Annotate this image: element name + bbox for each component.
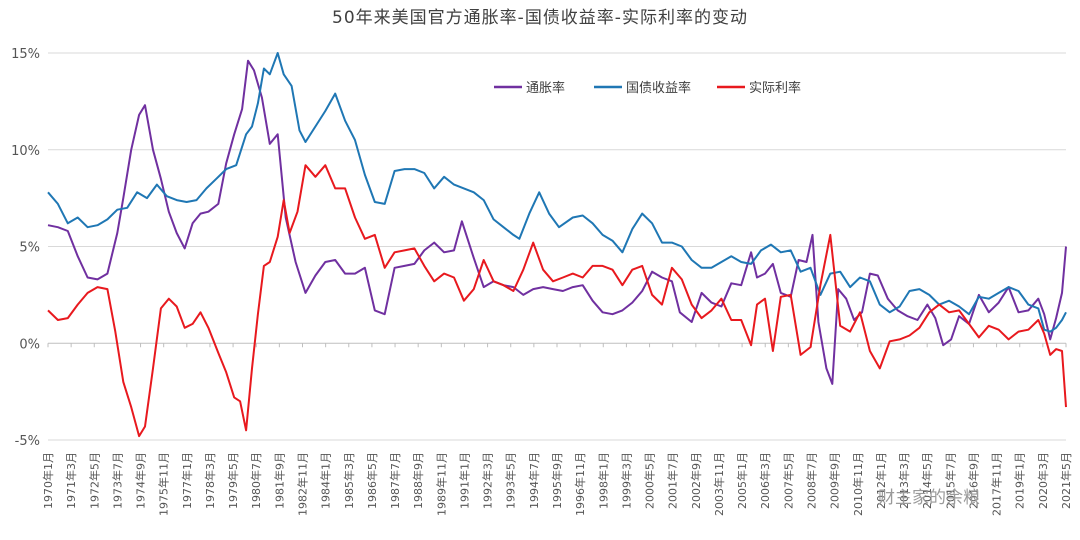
- x-tick-label: 1987年7月: [388, 452, 402, 509]
- x-tick-label: 2006年3月: [758, 452, 772, 509]
- y-tick-label: 10%: [11, 144, 40, 159]
- x-tick-label: 1974年9月: [134, 452, 148, 509]
- x-tick-label: 1988年9月: [411, 452, 425, 509]
- x-tick-label: 1980年7月: [249, 452, 263, 509]
- watermark-text: 财主家的余粮: [878, 488, 980, 508]
- x-tick-label: 2013年3月: [897, 452, 911, 509]
- series-line-1: [47, 52, 1067, 333]
- x-tick-label: 1978年3月: [203, 452, 217, 509]
- x-tick-label: 1975年11月: [157, 452, 171, 516]
- x-tick-label: 1973年7月: [110, 452, 124, 509]
- x-tick-label: 2007年5月: [781, 452, 795, 509]
- x-tick-label: 2012年1月: [874, 452, 888, 509]
- x-tick-label: 1984年1月: [319, 452, 333, 509]
- x-tick-label: 2020年3月: [1036, 452, 1050, 509]
- x-tick-label: 1998年1月: [596, 452, 610, 509]
- y-axis-ticks: 15% 10% 5% 0% -5%: [11, 47, 40, 449]
- x-tick-label: 2015年7月: [943, 452, 957, 509]
- legend-label-2: 实际利率: [749, 80, 801, 96]
- x-tick-label: 2001年7月: [666, 452, 680, 509]
- x-tick-label: 1989年11月: [434, 452, 448, 516]
- x-tick-label: 2016年9月: [966, 452, 980, 509]
- y-tick-label: -5%: [15, 434, 40, 449]
- series-lines: [47, 52, 1067, 438]
- x-tick-label: 1979年5月: [226, 452, 240, 509]
- chart-title: 50年来美国官方通胀率-国债收益率-实际利率的变动: [332, 8, 748, 28]
- x-tick-label: 1999年3月: [619, 452, 633, 509]
- x-tick-label: 2008年7月: [805, 452, 819, 509]
- x-tick-label: 1985年3月: [342, 452, 356, 509]
- x-tick-label: 2017年11月: [990, 452, 1004, 516]
- y-tick-label: 5%: [19, 241, 40, 256]
- gridlines: [48, 52, 1066, 441]
- x-tick-label: 2005年1月: [735, 452, 749, 509]
- x-tick-label: 1972年5月: [87, 452, 101, 509]
- x-tick-label: 1991年1月: [457, 452, 471, 509]
- x-tick-label: 1994年7月: [527, 452, 541, 509]
- x-tick-label: 1971年3月: [64, 452, 78, 509]
- series-line-2: [47, 164, 1067, 438]
- x-tick-label: 2003年11月: [712, 452, 726, 516]
- x-tick-label: 1996年11月: [573, 452, 587, 516]
- legend-label-1: 国债收益率: [626, 80, 691, 96]
- legend-label-0: 通胀率: [526, 80, 565, 96]
- y-tick-label: 15%: [11, 47, 40, 62]
- x-tick-label: 1995年9月: [550, 452, 564, 509]
- x-tick-label: 1992年3月: [481, 452, 495, 509]
- x-tick-label: 2002年9月: [689, 452, 703, 509]
- x-tick-label: 1986年5月: [365, 452, 379, 509]
- x-tick-label: 2014年5月: [920, 452, 934, 509]
- x-axis-ticks: 1970年1月 1971年3月 1972年5月 1973年7月 1974年9月 1975年…: [41, 343, 1073, 516]
- x-tick-label: 2009年9月: [828, 452, 842, 509]
- y-tick-label: 0%: [19, 337, 40, 352]
- x-tick-label: 2000年5月: [643, 452, 657, 509]
- x-tick-label: 2019年1月: [1013, 452, 1027, 509]
- x-tick-label: 1993年5月: [504, 452, 518, 509]
- x-tick-label: 1982年11月: [296, 452, 310, 516]
- x-tick-label: 1970年1月: [41, 452, 55, 509]
- x-tick-label: 2021年5月: [1059, 452, 1073, 509]
- x-tick-label: 2010年11月: [851, 452, 865, 516]
- x-tick-label: 1977年1月: [180, 452, 194, 509]
- series-line-0: [47, 59, 1067, 385]
- legend: 通胀率 国债收益率 实际利率: [494, 80, 801, 96]
- x-tick-label: 1981年9月: [272, 452, 286, 509]
